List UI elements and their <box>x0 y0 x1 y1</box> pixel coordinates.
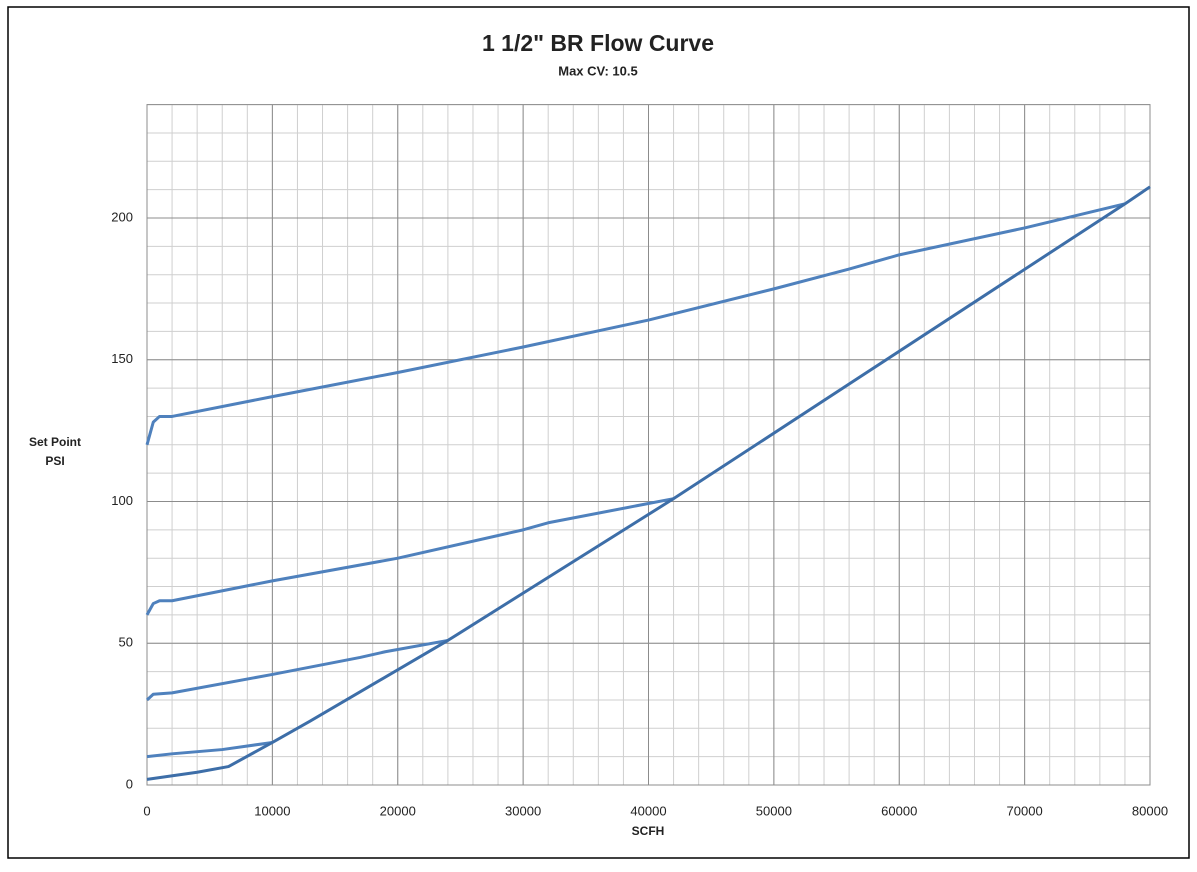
y-axis-label: Set Point <box>29 435 81 449</box>
x-tick-label: 80000 <box>1132 803 1168 818</box>
x-tick-label: 40000 <box>630 803 666 818</box>
series-line <box>146 740 273 759</box>
series-line <box>145 638 449 702</box>
chart-title: 1 1/2" BR Flow Curve <box>482 30 714 56</box>
x-tick-label: 10000 <box>254 803 290 818</box>
series-line <box>145 497 674 616</box>
x-tick-label: 20000 <box>380 803 416 818</box>
y-tick-label: 150 <box>111 351 133 366</box>
x-axis-label: SCFH <box>632 824 665 838</box>
y-axis-label: PSI <box>45 454 64 468</box>
y-tick-label: 0 <box>126 776 133 791</box>
x-tick-label: 60000 <box>881 803 917 818</box>
y-tick-label: 200 <box>111 209 133 224</box>
y-tick-label: 100 <box>111 493 133 508</box>
series-line <box>146 185 1151 781</box>
series-line <box>145 202 1126 446</box>
x-tick-label: 50000 <box>756 803 792 818</box>
plot-border <box>146 104 1151 786</box>
chart-subtitle: Max CV: 10.5 <box>558 63 638 78</box>
y-tick-label: 50 <box>119 635 133 650</box>
x-tick-label: 70000 <box>1007 803 1043 818</box>
x-tick-label: 30000 <box>505 803 541 818</box>
x-tick-label: 0 <box>143 803 150 818</box>
